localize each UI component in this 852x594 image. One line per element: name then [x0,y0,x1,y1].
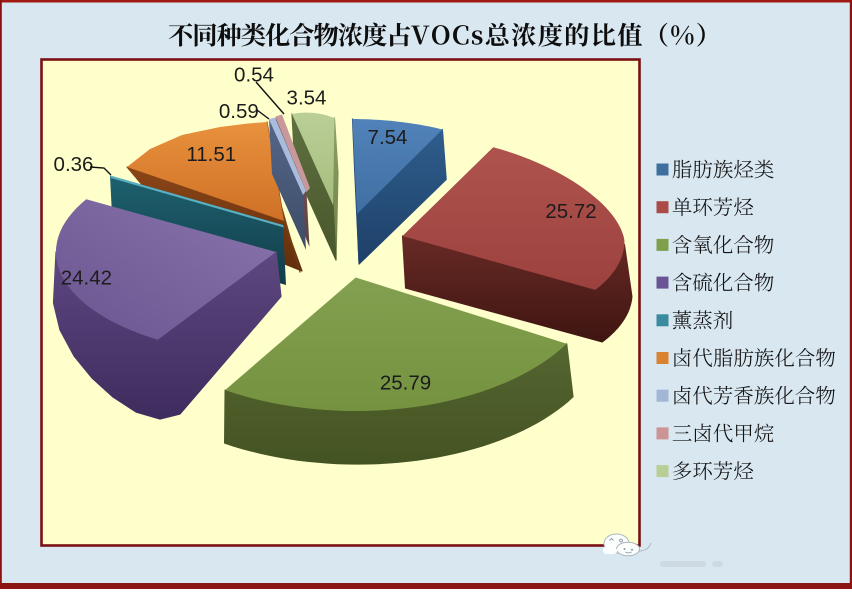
svg-text:0.54: 0.54 [234,64,274,87]
svg-text:11.51: 11.51 [186,143,236,166]
svg-text:0.59: 0.59 [219,100,259,123]
svg-text:25.72: 25.72 [545,200,596,223]
svg-text:7.54: 7.54 [368,126,408,149]
svg-text:3.54: 3.54 [287,87,327,110]
svg-text:0.36: 0.36 [54,153,94,176]
svg-text:24.42: 24.42 [61,267,112,290]
svg-text:25.79: 25.79 [380,372,431,395]
